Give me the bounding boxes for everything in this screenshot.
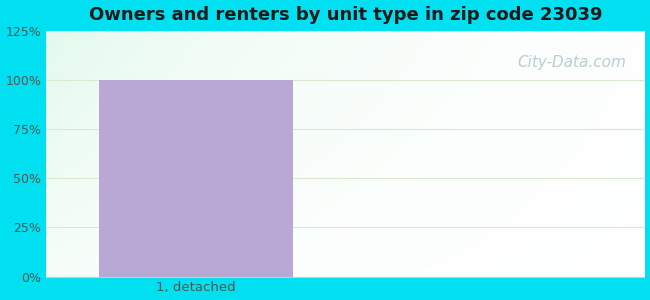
Title: Owners and renters by unit type in zip code 23039: Owners and renters by unit type in zip c… [88,6,602,24]
Bar [99,80,293,277]
Text: City-Data.com: City-Data.com [517,55,627,70]
